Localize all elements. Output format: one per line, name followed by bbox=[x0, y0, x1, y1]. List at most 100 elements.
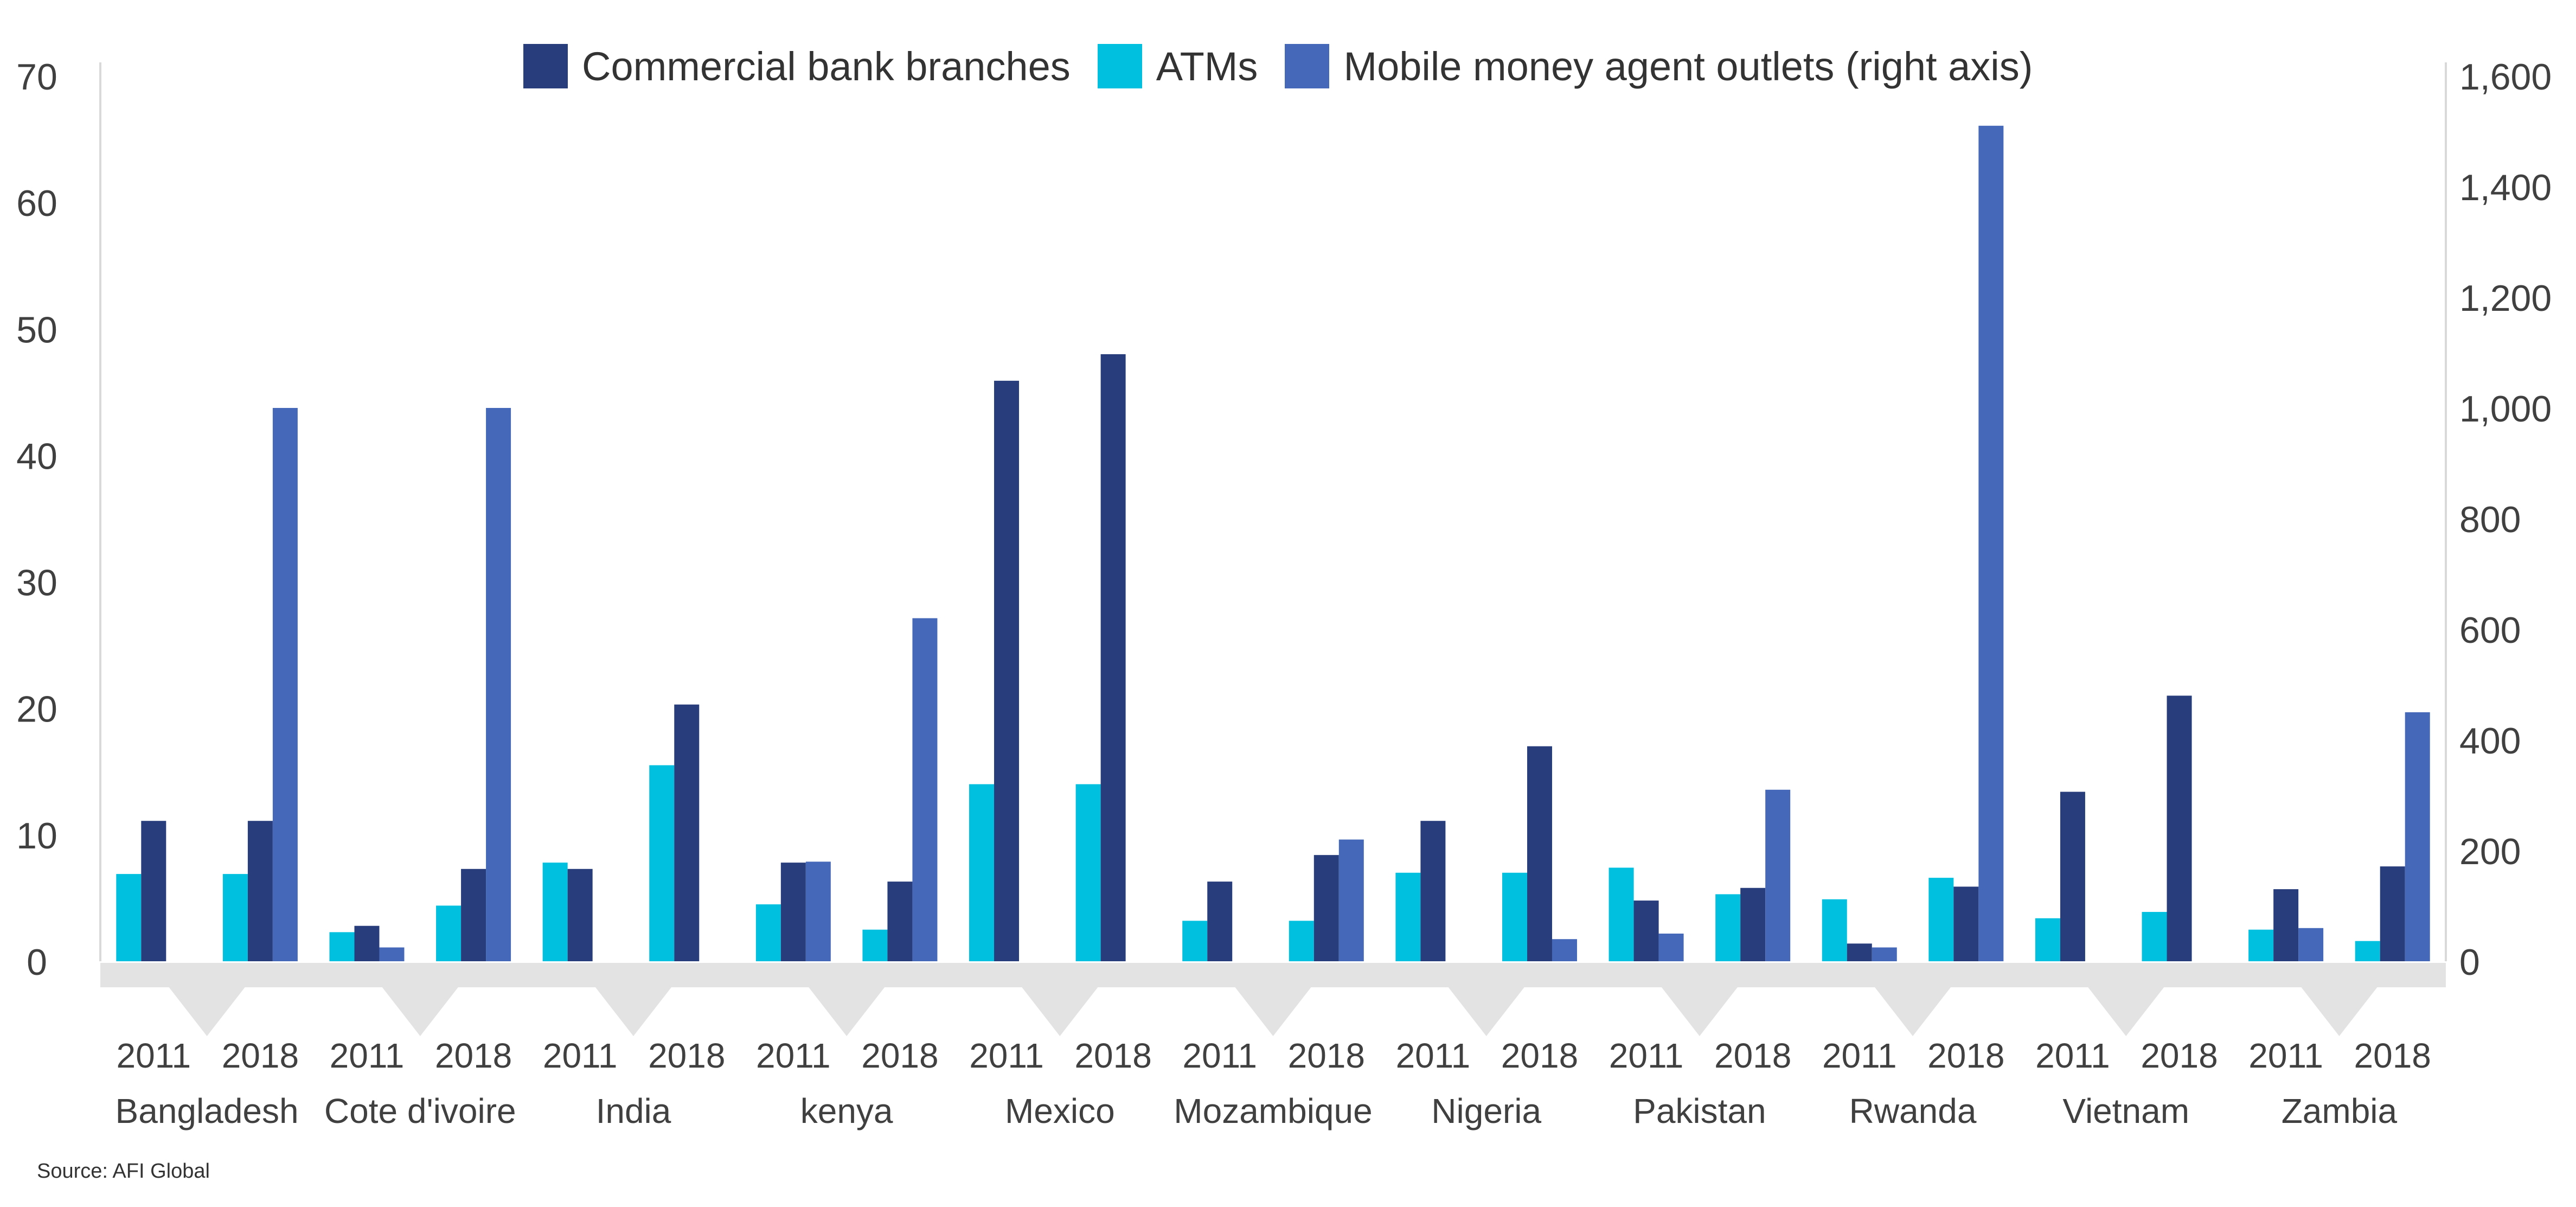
year-label: 2011 bbox=[543, 1036, 618, 1075]
bar-branches bbox=[567, 868, 593, 961]
legend-label-outlets: Mobile money agent outlets (right axis) bbox=[1343, 43, 2033, 89]
bar-branches bbox=[1207, 882, 1233, 961]
year-label: 2018 bbox=[2141, 1036, 2218, 1075]
right-tick-label: 400 bbox=[2459, 720, 2521, 762]
bar-atms bbox=[649, 765, 675, 961]
year-label: 2018 bbox=[1288, 1036, 1365, 1075]
country-label: Cote d'ivoire bbox=[324, 1091, 516, 1131]
category-notch bbox=[2088, 987, 2164, 1036]
bar-branches bbox=[674, 704, 700, 961]
country-label: kenya bbox=[800, 1091, 893, 1131]
bar-atms bbox=[329, 932, 355, 961]
legend-item-outlets: Mobile money agent outlets (right axis) bbox=[1285, 43, 2033, 90]
left-tick-label: 70 bbox=[16, 56, 57, 98]
country-label: Rwanda bbox=[1849, 1091, 1977, 1131]
bar-branches bbox=[247, 821, 273, 961]
bar-branches bbox=[1740, 887, 1766, 961]
bar-atms bbox=[542, 863, 568, 961]
category-notch bbox=[1022, 987, 1098, 1036]
bar-atms bbox=[2035, 918, 2060, 961]
bar-atms bbox=[1182, 921, 1208, 961]
bar-outlets bbox=[1765, 789, 1791, 961]
bar-branches bbox=[887, 882, 913, 961]
legend-item-branches: Commercial bank branches bbox=[523, 43, 1071, 90]
year-label: 2018 bbox=[1927, 1036, 2004, 1075]
bar-atms bbox=[969, 784, 995, 961]
category-notch bbox=[382, 987, 458, 1036]
legend-swatch-branches bbox=[523, 44, 568, 88]
year-label: 2011 bbox=[969, 1036, 1044, 1075]
year-label: 2018 bbox=[648, 1036, 725, 1075]
country-label: Zambia bbox=[2282, 1091, 2398, 1131]
left-tick-label: 40 bbox=[16, 436, 57, 477]
year-label: 2018 bbox=[1074, 1036, 1151, 1075]
country-label: Mexico bbox=[1005, 1091, 1115, 1131]
country-label: Pakistan bbox=[1633, 1091, 1766, 1131]
bar-branches bbox=[1953, 886, 1979, 961]
legend-swatch-atms bbox=[1097, 44, 1142, 88]
bar-outlets bbox=[486, 408, 511, 961]
year-label: 2011 bbox=[1396, 1036, 1471, 1075]
country-label: Nigeria bbox=[1431, 1091, 1541, 1131]
bar-branches bbox=[1847, 943, 1872, 961]
year-label: 2011 bbox=[1182, 1036, 1257, 1075]
bar-atms bbox=[116, 874, 142, 961]
bar-atms bbox=[755, 904, 781, 961]
bar-atms bbox=[1502, 872, 1527, 961]
bar-branches bbox=[461, 868, 486, 961]
bar-outlets bbox=[2405, 712, 2430, 961]
year-label: 2011 bbox=[116, 1036, 191, 1075]
category-notch bbox=[1875, 987, 1951, 1036]
country-label: Vietnam bbox=[2062, 1091, 2189, 1131]
right-tick-label: 200 bbox=[2459, 831, 2521, 872]
right-tick-label: 0 bbox=[2459, 942, 2480, 983]
legend-item-atms: ATMs bbox=[1097, 43, 1258, 90]
right-tick-label: 1,200 bbox=[2459, 278, 2552, 319]
bar-atms bbox=[1075, 784, 1101, 961]
year-label: 2018 bbox=[1714, 1036, 1791, 1075]
bar-branches bbox=[994, 380, 1020, 961]
bar-atms bbox=[1395, 872, 1421, 961]
left-tick-label: 50 bbox=[16, 309, 57, 350]
left-tick-label: 10 bbox=[16, 815, 57, 857]
category-notch bbox=[595, 987, 671, 1036]
right-tick-label: 1,600 bbox=[2459, 56, 2552, 98]
year-label: 2018 bbox=[861, 1036, 938, 1075]
bar-outlets bbox=[912, 618, 938, 961]
year-label: 2011 bbox=[1609, 1036, 1684, 1075]
year-label: 2018 bbox=[222, 1036, 299, 1075]
bar-branches bbox=[2060, 791, 2085, 961]
bar-branches bbox=[2380, 866, 2405, 961]
bar-atms bbox=[2248, 929, 2274, 961]
bar-outlets bbox=[2298, 928, 2324, 961]
category-notch bbox=[169, 987, 245, 1036]
bar-atms bbox=[1928, 878, 1954, 961]
category-notch bbox=[809, 987, 885, 1036]
bar-branches bbox=[1100, 354, 1126, 961]
bar-outlets bbox=[1658, 934, 1684, 961]
country-label: Mozambique bbox=[1174, 1091, 1372, 1131]
left-tick-label: 0 bbox=[27, 942, 47, 983]
left-tick-label: 60 bbox=[16, 183, 57, 224]
category-notch bbox=[1448, 987, 1524, 1036]
left-tick-label: 30 bbox=[16, 563, 57, 604]
category-notch bbox=[2301, 987, 2378, 1036]
bar-branches bbox=[141, 821, 166, 961]
right-tick-label: 1,000 bbox=[2459, 388, 2552, 430]
bar-atms bbox=[2355, 941, 2380, 961]
year-label: 2011 bbox=[1822, 1036, 1897, 1075]
right-tick-label: 800 bbox=[2459, 499, 2521, 540]
category-notch bbox=[1235, 987, 1311, 1036]
year-label: 2018 bbox=[435, 1036, 512, 1075]
bar-atms bbox=[1822, 899, 1847, 961]
bar-atms bbox=[1609, 867, 1634, 961]
bar-atms bbox=[436, 905, 462, 961]
year-label: 2018 bbox=[2354, 1036, 2431, 1075]
year-label: 2011 bbox=[756, 1036, 831, 1075]
category-notch bbox=[1661, 987, 1738, 1036]
chart-legend: Commercial bank branches ATMs Mobile mon… bbox=[523, 39, 2060, 93]
bar-branches bbox=[1633, 901, 1659, 961]
bar-atms bbox=[1715, 894, 1741, 961]
country-label: Bangladesh bbox=[116, 1091, 299, 1131]
